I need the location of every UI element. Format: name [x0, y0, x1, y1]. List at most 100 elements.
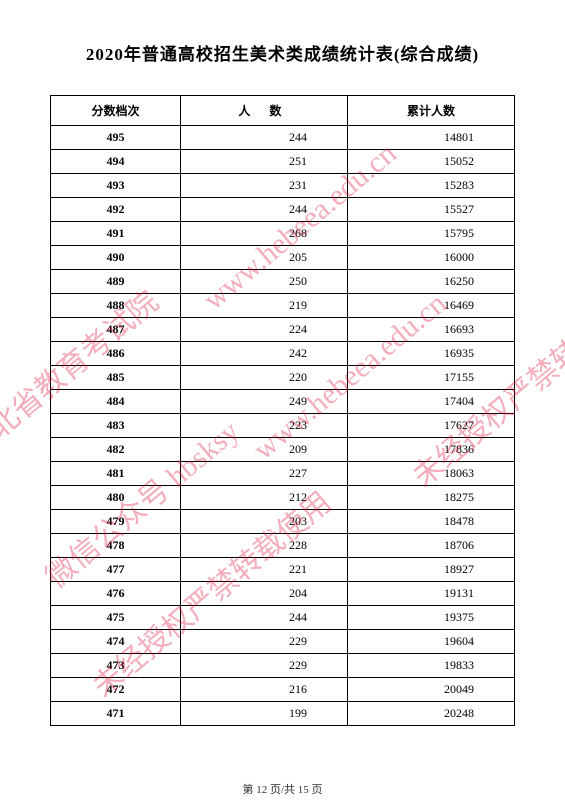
table-row: 47221620049	[51, 678, 515, 702]
cell-count: 212	[180, 486, 347, 510]
table-row: 47722118927	[51, 558, 515, 582]
cell-score: 482	[51, 438, 181, 462]
cell-cumulative: 16693	[347, 318, 514, 342]
cell-count: 242	[180, 342, 347, 366]
cell-count: 221	[180, 558, 347, 582]
cell-score: 478	[51, 534, 181, 558]
cell-score: 479	[51, 510, 181, 534]
table-row: 49524414801	[51, 126, 515, 150]
cell-cumulative: 16469	[347, 294, 514, 318]
cell-cumulative: 18706	[347, 534, 514, 558]
table-row: 49020516000	[51, 246, 515, 270]
table-row: 49425115052	[51, 150, 515, 174]
table-row: 48021218275	[51, 486, 515, 510]
cell-score: 471	[51, 702, 181, 726]
cell-cumulative: 20049	[347, 678, 514, 702]
table-row: 47620419131	[51, 582, 515, 606]
cell-count: 250	[180, 270, 347, 294]
cell-count: 228	[180, 534, 347, 558]
cell-cumulative: 17627	[347, 414, 514, 438]
cell-cumulative: 16250	[347, 270, 514, 294]
cell-count: 229	[180, 630, 347, 654]
table-row: 48122718063	[51, 462, 515, 486]
cell-count: 219	[180, 294, 347, 318]
table-row: 48220917836	[51, 438, 515, 462]
cell-score: 488	[51, 294, 181, 318]
cell-score: 476	[51, 582, 181, 606]
cell-cumulative: 17404	[347, 390, 514, 414]
cell-score: 491	[51, 222, 181, 246]
cell-cumulative: 20248	[347, 702, 514, 726]
table-row: 47920318478	[51, 510, 515, 534]
cell-cumulative: 17836	[347, 438, 514, 462]
page-footer: 第 12 页/共 15 页	[0, 781, 565, 797]
cell-count: 205	[180, 246, 347, 270]
cell-cumulative: 18478	[347, 510, 514, 534]
cell-cumulative: 14801	[347, 126, 514, 150]
table-row: 47119920248	[51, 702, 515, 726]
cell-score: 480	[51, 486, 181, 510]
cell-cumulative: 15283	[347, 174, 514, 198]
cell-score: 477	[51, 558, 181, 582]
table-header-row: 分数档次 人 数 累计人数	[51, 96, 515, 126]
cell-score: 489	[51, 270, 181, 294]
cell-score: 484	[51, 390, 181, 414]
cell-score: 474	[51, 630, 181, 654]
cell-score: 492	[51, 198, 181, 222]
cell-count: 209	[180, 438, 347, 462]
cell-cumulative: 16935	[347, 342, 514, 366]
cell-cumulative: 16000	[347, 246, 514, 270]
score-table: 分数档次 人 数 累计人数 49524414801494251150524932…	[50, 95, 515, 726]
cell-score: 483	[51, 414, 181, 438]
page-title: 2020年普通高校招生美术类成绩统计表(综合成绩)	[50, 40, 515, 65]
cell-score: 473	[51, 654, 181, 678]
cell-count: 216	[180, 678, 347, 702]
header-score-bracket: 分数档次	[51, 96, 181, 126]
table-row: 47822818706	[51, 534, 515, 558]
table-row: 48925016250	[51, 270, 515, 294]
table-row: 49323115283	[51, 174, 515, 198]
cell-count: 220	[180, 366, 347, 390]
table-row: 48624216935	[51, 342, 515, 366]
cell-count: 231	[180, 174, 347, 198]
table-row: 48424917404	[51, 390, 515, 414]
table-row: 48722416693	[51, 318, 515, 342]
cell-score: 486	[51, 342, 181, 366]
cell-score: 475	[51, 606, 181, 630]
header-cumulative: 累计人数	[347, 96, 514, 126]
cell-cumulative: 19604	[347, 630, 514, 654]
table-row: 49224415527	[51, 198, 515, 222]
cell-score: 493	[51, 174, 181, 198]
table-row: 47524419375	[51, 606, 515, 630]
cell-count: 268	[180, 222, 347, 246]
cell-count: 223	[180, 414, 347, 438]
cell-cumulative: 18275	[347, 486, 514, 510]
cell-cumulative: 19131	[347, 582, 514, 606]
cell-cumulative: 17155	[347, 366, 514, 390]
cell-count: 249	[180, 390, 347, 414]
table-row: 47322919833	[51, 654, 515, 678]
cell-cumulative: 15795	[347, 222, 514, 246]
cell-cumulative: 19833	[347, 654, 514, 678]
cell-score: 490	[51, 246, 181, 270]
cell-count: 203	[180, 510, 347, 534]
cell-count: 224	[180, 318, 347, 342]
cell-count: 244	[180, 606, 347, 630]
cell-score: 481	[51, 462, 181, 486]
table-row: 49126815795	[51, 222, 515, 246]
cell-cumulative: 18063	[347, 462, 514, 486]
cell-score: 472	[51, 678, 181, 702]
cell-cumulative: 19375	[347, 606, 514, 630]
table-row: 48322317627	[51, 414, 515, 438]
cell-count: 251	[180, 150, 347, 174]
table-row: 48522017155	[51, 366, 515, 390]
cell-count: 199	[180, 702, 347, 726]
cell-cumulative: 18927	[347, 558, 514, 582]
cell-count: 227	[180, 462, 347, 486]
cell-count: 244	[180, 126, 347, 150]
table-row: 47422919604	[51, 630, 515, 654]
cell-score: 495	[51, 126, 181, 150]
cell-score: 494	[51, 150, 181, 174]
cell-score: 487	[51, 318, 181, 342]
table-row: 48821916469	[51, 294, 515, 318]
